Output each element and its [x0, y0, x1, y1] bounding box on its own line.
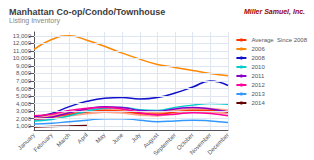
svg-text:September: September: [152, 132, 177, 157]
svg-text:13,000: 13,000: [13, 33, 32, 39]
svg-text:12,000: 12,000: [13, 40, 32, 46]
svg-text:11,000: 11,000: [13, 48, 32, 54]
svg-text:October: October: [175, 131, 195, 152]
svg-text:April: April: [76, 132, 89, 145]
svg-text:8,000: 8,000: [16, 70, 32, 76]
svg-text:2013: 2013: [251, 91, 265, 97]
svg-text:2012: 2012: [251, 82, 265, 88]
svg-text:March: March: [55, 132, 71, 148]
svg-text:February: February: [33, 132, 54, 153]
svg-text:2014: 2014: [251, 100, 265, 106]
svg-text:May: May: [94, 132, 106, 144]
svg-text:9,000: 9,000: [16, 63, 32, 69]
svg-text:2008: 2008: [251, 55, 265, 61]
svg-text:Miller Samuel, Inc.: Miller Samuel, Inc.: [244, 8, 305, 16]
svg-text:10,000: 10,000: [13, 55, 32, 61]
svg-text:7,000: 7,000: [16, 78, 32, 84]
svg-text:Average Since 2008: Average Since 2008: [251, 37, 307, 43]
svg-text:December: December: [206, 132, 230, 156]
svg-text:2011: 2011: [251, 73, 265, 79]
svg-text:2010: 2010: [251, 64, 265, 70]
svg-text:4,000: 4,000: [16, 101, 32, 107]
svg-text:January: January: [16, 131, 37, 152]
svg-text:5,000: 5,000: [16, 93, 32, 99]
svg-text:1,000: 1,000: [16, 123, 32, 129]
svg-text:6,000: 6,000: [16, 86, 32, 92]
svg-text:2,000: 2,000: [16, 116, 32, 122]
svg-text:August: August: [142, 131, 160, 150]
svg-text:Listing Inventory: Listing Inventory: [9, 17, 60, 25]
svg-text:November: November: [188, 131, 213, 156]
svg-text:3,000: 3,000: [16, 108, 32, 114]
svg-text:July: July: [130, 132, 142, 144]
svg-text:2006: 2006: [251, 46, 265, 52]
svg-text:Manhattan Co-op/Condo/Townhous: Manhattan Co-op/Condo/Townhouse: [9, 7, 165, 17]
svg-text:June: June: [111, 131, 125, 145]
